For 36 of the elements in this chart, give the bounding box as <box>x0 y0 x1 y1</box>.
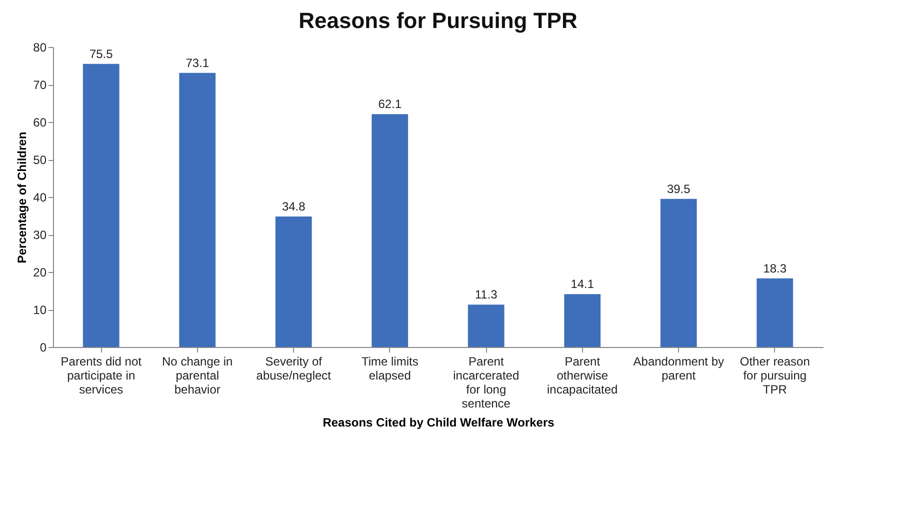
bar <box>372 114 408 347</box>
bar <box>564 294 601 347</box>
data-label: 14.1 <box>570 277 594 292</box>
x-axis-title: Reasons Cited by Child Welfare Workers <box>322 416 555 430</box>
data-label: 75.5 <box>89 46 114 61</box>
x-tick-label: Parent otherwise incapacitated <box>547 354 618 396</box>
y-axis-title: Percentage of Children <box>15 132 30 264</box>
bar <box>756 278 794 347</box>
y-tick-label: 40 <box>33 190 47 204</box>
data-label: 11.3 <box>474 288 498 302</box>
bar <box>468 304 504 347</box>
x-tick-label: Parents did not participate in services <box>60 354 142 396</box>
y-tick-label: 20 <box>33 266 47 280</box>
bar <box>82 64 120 347</box>
chart-title: Reasons for Pursuing TPR <box>298 8 578 33</box>
x-tick-label: Parent incarcerated for long sentence <box>453 354 520 410</box>
y-tick-label: 70 <box>33 78 47 92</box>
x-tick-label: Severity of abuse/neglect <box>256 354 332 382</box>
y-tick-label: 80 <box>33 40 47 54</box>
x-tick-label: No change in parental behavior <box>162 354 233 396</box>
y-tick-label: 10 <box>33 303 47 317</box>
x-tick-label: Time limits elapsed <box>361 354 418 382</box>
data-label: 39.5 <box>666 182 691 196</box>
x-tick-label: Other reason for pursuing TPR <box>740 354 810 396</box>
bar <box>275 216 312 347</box>
data-label: 62.1 <box>378 97 402 112</box>
bar <box>660 198 697 347</box>
y-tick-label: 30 <box>33 228 47 242</box>
bar <box>179 72 216 347</box>
y-tick-label: 50 <box>33 153 47 167</box>
y-tick-label: 60 <box>33 116 47 130</box>
y-tick-label: 0 <box>40 340 47 354</box>
data-label: 73.1 <box>186 56 210 70</box>
x-tick-label: Abandonment by parent <box>633 354 724 382</box>
data-label: 18.3 <box>763 261 787 276</box>
data-label: 34.8 <box>282 200 306 214</box>
